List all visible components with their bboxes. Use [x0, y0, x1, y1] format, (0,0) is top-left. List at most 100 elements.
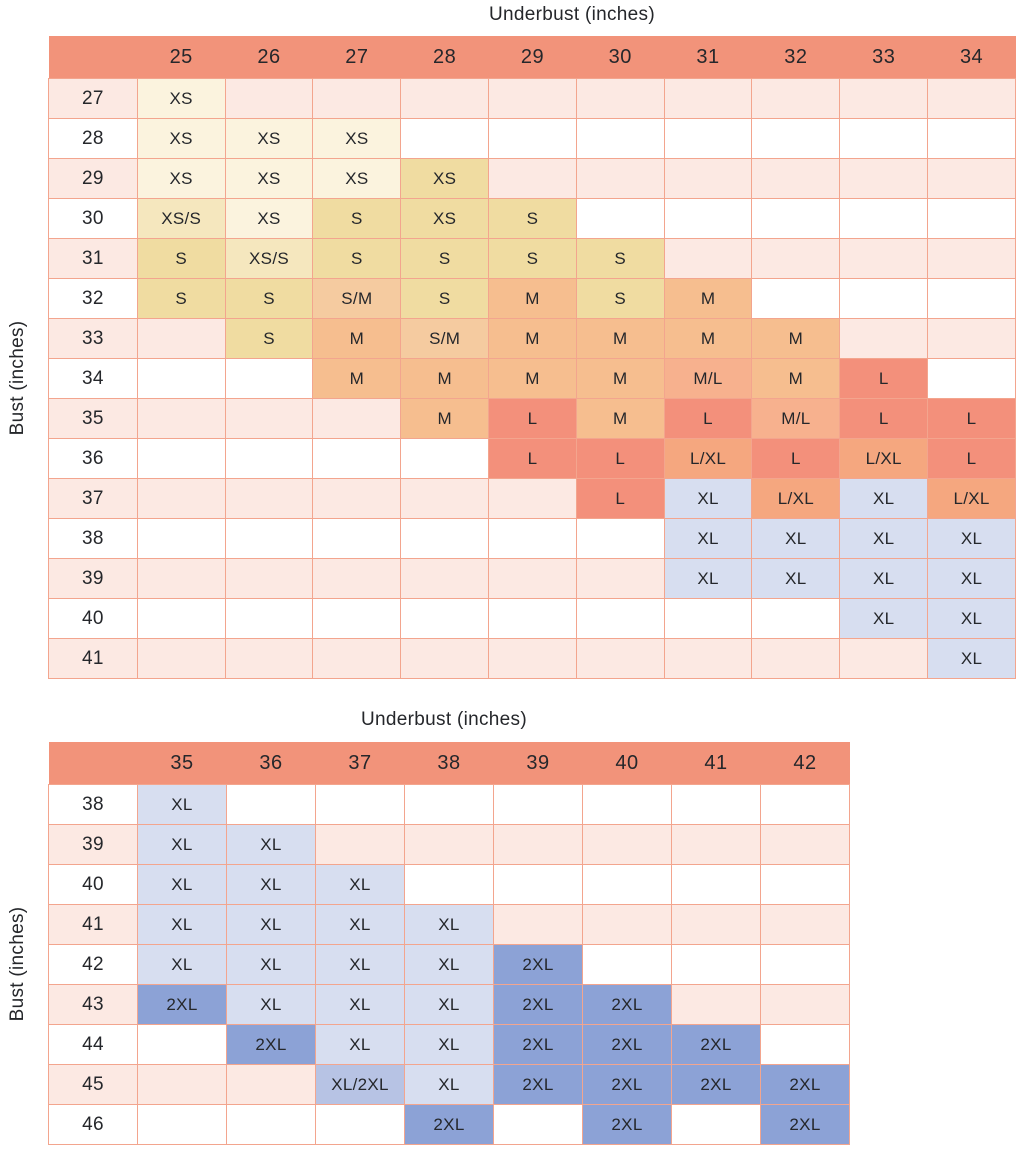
empty-cell [226, 1104, 316, 1145]
bust-row-header: 33 [48, 318, 138, 359]
bust-row-header: 46 [48, 1104, 138, 1145]
size-cell: XL [404, 944, 494, 985]
empty-cell [312, 78, 402, 119]
empty-cell [575, 518, 665, 559]
size-cell: L/XL [751, 478, 841, 519]
size-cell: S [400, 238, 490, 279]
empty-cell [315, 784, 405, 825]
empty-cell [400, 638, 490, 679]
empty-cell [488, 158, 577, 199]
size-cell: XS [400, 158, 490, 199]
bust-row-header: 40 [48, 598, 138, 639]
size-cell: M [663, 278, 753, 319]
size-cell: XL [751, 558, 841, 599]
empty-cell [575, 598, 665, 639]
size-cell: XL [927, 598, 1016, 639]
empty-cell [760, 824, 850, 865]
size-cell: M/L [663, 358, 753, 399]
empty-cell [224, 398, 314, 439]
empty-cell [760, 784, 850, 825]
size-cell: XL [839, 558, 929, 599]
empty-cell [751, 158, 841, 199]
empty-cell [582, 784, 672, 825]
underbust-column-header: 41 [671, 742, 761, 785]
size-cell: L [839, 398, 929, 439]
empty-cell [404, 824, 494, 865]
empty-cell [575, 78, 665, 119]
empty-cell [136, 518, 226, 559]
size-cell: S [488, 238, 577, 279]
size-cell: S [136, 278, 226, 319]
empty-cell [400, 118, 490, 159]
size-table-underbust-35-42: 35 36 37 38 39 40 41 42 38 XL 39 XL XL 40 XL XL XL 41 XL XL… [48, 742, 850, 1145]
empty-cell [760, 944, 850, 985]
size-cell: L/XL [927, 478, 1016, 519]
empty-cell [488, 598, 577, 639]
empty-cell [136, 598, 226, 639]
bust-row-header: 41 [48, 638, 138, 679]
bust-row-header: 43 [48, 984, 138, 1025]
empty-cell [224, 638, 314, 679]
size-cell: XL [404, 1024, 494, 1065]
size-cell: XL [226, 944, 316, 985]
size-cell: XS/S [136, 198, 226, 239]
size-cell: XS [224, 118, 314, 159]
empty-cell [400, 78, 490, 119]
empty-cell [226, 1064, 316, 1105]
empty-cell [839, 318, 929, 359]
empty-cell [751, 278, 841, 319]
size-cell: XL [226, 984, 316, 1025]
size-cell: S [575, 278, 665, 319]
empty-cell [575, 118, 665, 159]
size-cell: XL [315, 1024, 405, 1065]
empty-cell [400, 478, 490, 519]
size-cell: M [663, 318, 753, 359]
empty-cell [224, 478, 314, 519]
empty-cell [488, 478, 577, 519]
underbust-column-header: 27 [312, 36, 401, 79]
size-cell: XL [927, 638, 1016, 679]
empty-cell [493, 904, 583, 945]
empty-cell [400, 598, 490, 639]
bust-row-header: 45 [48, 1064, 138, 1105]
size-cell: S [312, 238, 402, 279]
empty-cell [663, 598, 753, 639]
size-cell: XS/S [224, 238, 314, 279]
size-cell: L/XL [839, 438, 929, 479]
underbust-axis-title-lower: Underbust (inches) [361, 709, 527, 730]
size-cell: S [224, 278, 314, 319]
underbust-column-header: 28 [400, 36, 489, 79]
size-cell: 2XL [671, 1064, 761, 1105]
empty-cell [760, 1024, 850, 1065]
underbust-column-header: 29 [488, 36, 577, 79]
empty-cell [136, 558, 226, 599]
bust-row-header: 42 [48, 944, 138, 985]
size-cell: XL [663, 558, 753, 599]
size-cell: XL [839, 478, 929, 519]
underbust-column-header: 37 [315, 742, 405, 785]
empty-cell [493, 784, 583, 825]
size-table-underbust-25-34: 25 26 27 28 29 30 31 32 33 34 27 XS 28 XS XS XS 29 XS XS XS… [48, 36, 1016, 679]
empty-cell [839, 78, 929, 119]
size-cell: 2XL [582, 1024, 672, 1065]
size-cell: M [751, 358, 841, 399]
size-cell: XL [137, 824, 227, 865]
size-cell: XL [315, 944, 405, 985]
empty-cell [575, 638, 665, 679]
empty-cell [671, 944, 761, 985]
size-cell: 2XL [404, 1104, 494, 1145]
bust-axis-title-upper: Bust (inches) [7, 320, 28, 436]
empty-cell [751, 598, 841, 639]
empty-cell [224, 598, 314, 639]
empty-cell [315, 1104, 405, 1145]
empty-cell [224, 438, 314, 479]
empty-cell [839, 278, 929, 319]
size-cell: 2XL [760, 1064, 850, 1105]
bust-row-header: 28 [48, 118, 138, 159]
size-cell: XS [136, 78, 226, 119]
size-cell: 2XL [582, 1104, 672, 1145]
size-cell: XL [226, 864, 316, 905]
size-cell: XL [315, 984, 405, 1025]
size-cell: M [400, 358, 490, 399]
